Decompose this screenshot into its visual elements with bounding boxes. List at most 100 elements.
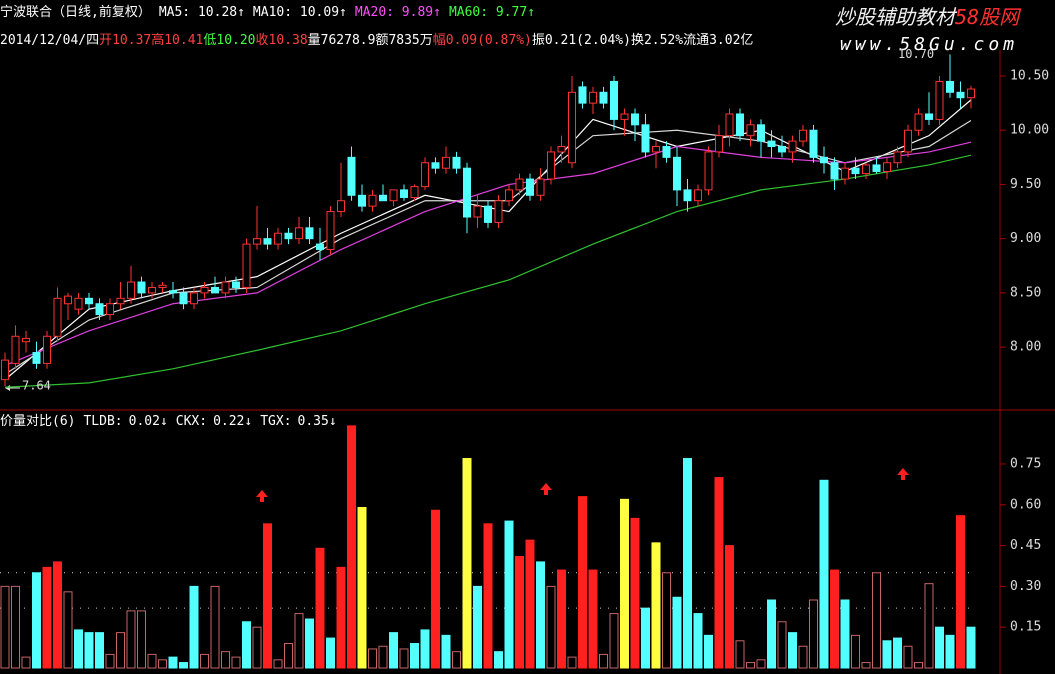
indicator-bar — [242, 621, 251, 669]
signal-arrow — [256, 490, 268, 502]
indicator-bar — [326, 637, 335, 669]
candle-body — [904, 129, 912, 153]
indicator-header: 价量对比(6) TLDB: 0.02↓ CKX: 0.22↓ TGX: 0.35↓ — [0, 414, 337, 429]
header-item: 宁波联合（日线,前复权） — [0, 4, 151, 20]
indicator-bar — [725, 545, 734, 669]
candle-body — [652, 146, 660, 153]
candle-body — [851, 167, 860, 175]
candle-body — [673, 156, 681, 191]
indicator-label: TGX: — [260, 414, 291, 429]
candle-body — [736, 113, 744, 137]
candle-body — [799, 129, 807, 142]
candle-body — [662, 146, 671, 158]
candle-body — [515, 178, 524, 191]
candle-body — [547, 151, 555, 180]
indicator-bar — [746, 662, 755, 669]
indicator-bar — [473, 585, 482, 669]
indicator-bar — [788, 632, 797, 669]
candle-body — [473, 205, 482, 218]
candle-body — [337, 200, 345, 213]
indicator-bar — [315, 547, 325, 669]
y-tick-label: 10.00 — [1010, 123, 1049, 138]
candle-body — [935, 80, 944, 120]
candle-body — [883, 162, 891, 172]
ma-line — [4, 99, 972, 381]
indicator-bar — [368, 648, 377, 669]
candle-body — [631, 113, 639, 126]
indicator-bar — [546, 585, 556, 669]
indicator-bar — [599, 653, 608, 669]
candle-body — [683, 189, 692, 202]
candle-body — [578, 86, 587, 104]
indicator-bar — [809, 599, 818, 669]
indicator-bar — [399, 648, 409, 669]
candle-body — [11, 335, 20, 364]
candle-body — [116, 297, 125, 305]
indicator-bar — [861, 662, 871, 669]
indicator-arrow: ↓ — [160, 414, 168, 429]
indicator-bar — [504, 520, 514, 669]
header-item: MA20: 9.89↑ — [355, 5, 441, 20]
header-item: 收10.38 — [256, 33, 308, 48]
indicator-bar — [924, 583, 934, 669]
header-item: 额7835万 — [375, 33, 432, 48]
candle-body — [326, 211, 335, 251]
indicator-bar — [662, 572, 671, 669]
indicator-arrow: ↓ — [244, 414, 252, 429]
candle-body — [347, 156, 356, 196]
indicator-bar — [200, 653, 209, 669]
indicator-bar — [347, 425, 356, 669]
candle-body — [505, 189, 513, 202]
candle-body — [841, 167, 849, 180]
header-line-2: 2014/12/04/四开10.37高10.41低10.20收10.38量762… — [0, 32, 753, 48]
header-item: 振0.21(2.04%) — [532, 33, 631, 48]
candle-body — [431, 162, 440, 169]
indicator-bar — [798, 645, 808, 669]
watermark: 炒股辅助教材58股网 — [835, 5, 1022, 29]
indicator-bar — [588, 569, 598, 669]
indicator-bar — [147, 653, 157, 669]
candle-body — [295, 227, 303, 240]
indicator-label: CKX: — [176, 414, 207, 429]
indicator-bar — [11, 585, 20, 669]
indicator-bar — [137, 610, 146, 669]
indicator-bar — [410, 643, 419, 669]
candle-body — [232, 281, 240, 288]
indicator-bar — [893, 637, 902, 669]
candle-body — [32, 352, 41, 364]
indicator-bar — [378, 645, 388, 669]
watermark-text: 炒股辅助教材 — [835, 5, 958, 29]
indicator-bar — [63, 591, 73, 669]
candle-body — [767, 140, 776, 148]
indicator-bar — [693, 613, 703, 669]
indicator-bar — [95, 632, 104, 669]
candle-body — [746, 124, 755, 137]
watermark-text: 58股网 — [955, 5, 1022, 29]
indicator-label: TLDB: — [83, 414, 122, 429]
indicator-bar — [735, 640, 745, 669]
candle-body — [305, 227, 314, 240]
header-item: MA5: 10.28↑ — [159, 5, 245, 20]
candle-body — [95, 303, 104, 316]
indicator-bar — [294, 613, 304, 669]
candle-body — [221, 281, 230, 294]
candle-body — [410, 186, 419, 198]
indicator-bar — [851, 634, 860, 669]
indicator-bar — [189, 585, 199, 669]
indicator-bar — [210, 585, 220, 669]
candle-body — [610, 80, 618, 120]
indicator-bar — [420, 629, 430, 669]
candle-body — [526, 178, 534, 196]
y-tick-label: 9.00 — [1010, 231, 1041, 246]
indicator-bar — [263, 523, 272, 669]
header-item: 2014/12/04/四 — [0, 33, 99, 48]
indicator-bar — [956, 515, 965, 669]
candle-body — [641, 124, 650, 153]
candle-body — [536, 178, 545, 196]
indicator-bar — [945, 634, 955, 669]
candle-body — [494, 200, 503, 223]
indicator-bar — [882, 640, 892, 669]
indicator-bar — [525, 539, 535, 669]
indicator-bar — [777, 621, 787, 669]
indicator-bar — [452, 651, 461, 669]
